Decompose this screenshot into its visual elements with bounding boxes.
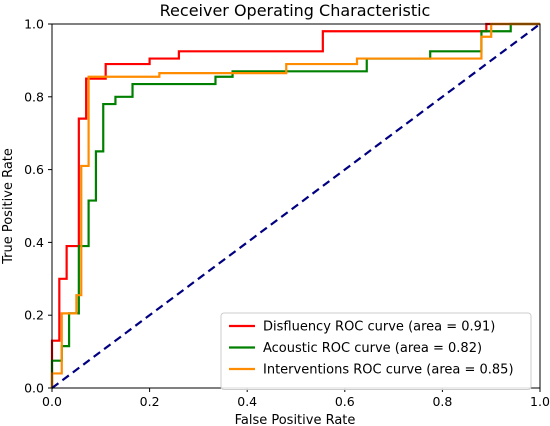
y-tick-label: 0.8 (24, 89, 44, 104)
x-tick-label: 0.2 (140, 394, 160, 409)
x-tick-label: 0.0 (42, 394, 62, 409)
x-tick-label: 0.8 (432, 394, 452, 409)
y-tick-label: 0.0 (24, 381, 44, 396)
y-tick-label: 0.6 (24, 162, 44, 177)
chance-diagonal-line (51, 23, 541, 389)
y-tick-label: 0.4 (24, 235, 44, 250)
chart-title: Receiver Operating Characteristic (160, 1, 431, 20)
x-axis-label: False Positive Rate (235, 413, 356, 426)
legend-label-3: Interventions ROC curve (area = 0.85) (263, 363, 514, 378)
x-tick-label: 0.4 (237, 394, 257, 409)
series-line-1 (50, 22, 540, 388)
legend-box (220, 312, 532, 390)
series-line-3 (50, 22, 540, 388)
legend-label-1: Disfluency ROC curve (area = 0.91) (263, 320, 495, 335)
legend-label-2: Acoustic ROC curve (area = 0.82) (263, 341, 482, 356)
y-tick-label: 0.2 (24, 308, 44, 323)
x-tick-label: 1.0 (530, 394, 550, 409)
y-tick-label: 1.0 (24, 17, 44, 32)
curve-group (50, 22, 541, 389)
x-tick-label: 0.6 (335, 394, 355, 409)
y-axis-label: True Positive Rate (1, 148, 16, 265)
legend: Disfluency ROC curve (area = 0.91) Acoust… (220, 312, 532, 390)
axes: 0.0 0.2 0.4 0.6 0.8 1.0 0.0 0.2 0.4 0.6 0.8 1.0 (24, 17, 550, 410)
plot-area (50, 22, 541, 389)
